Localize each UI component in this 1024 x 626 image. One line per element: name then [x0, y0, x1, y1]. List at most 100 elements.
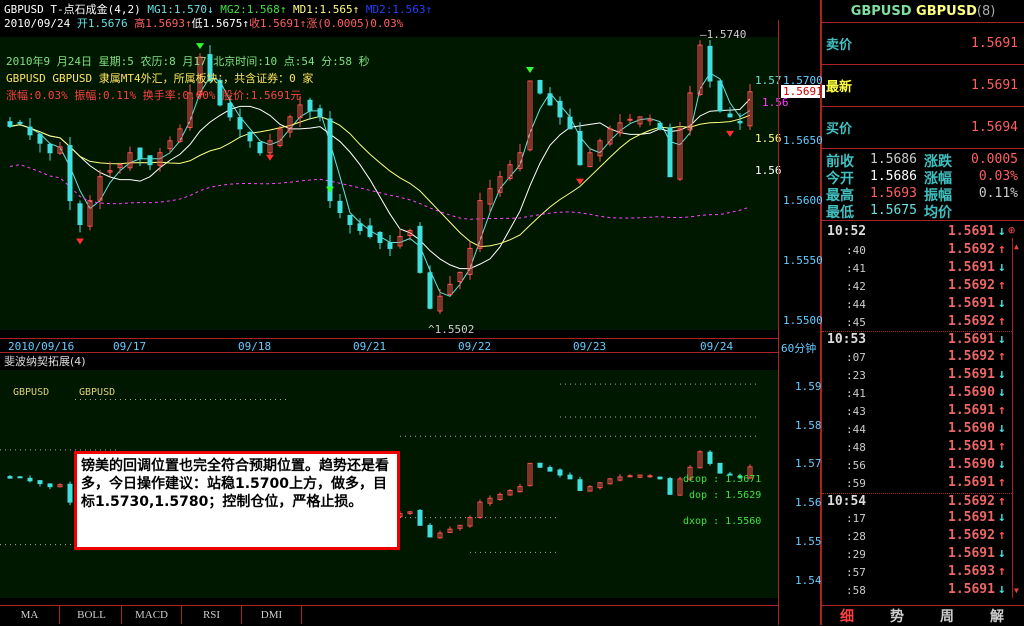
arrow-down-icon: ↓ — [998, 296, 1006, 311]
tick-time: :57 — [846, 566, 866, 579]
buy-signal-marker — [196, 43, 204, 49]
tick-row: :57 1.5693↑ — [822, 564, 1012, 582]
candle-body — [358, 224, 362, 231]
candle-body — [628, 476, 632, 477]
header-item: 低1.5675↑ — [192, 17, 249, 30]
candle-body — [628, 119, 632, 120]
tick-price: 1.5692 — [948, 278, 995, 293]
candle-body — [68, 146, 72, 201]
arrow-up-icon: ↑ — [998, 349, 1006, 364]
high-label: —1.5740 — [700, 28, 746, 41]
price-tick: 1.5650 — [783, 134, 823, 147]
quote-panel: GBPUSD GBPUSD(8) 卖价 1.5691 最新 1.5691 买价 … — [820, 0, 1024, 625]
tick-price: 1.5691 — [948, 224, 995, 239]
datetime-info: 2010年9 月24日 星期:5 农历:8 月17 北京时间:10 点:54 分… — [6, 53, 370, 69]
detail-tab[interactable]: 细 — [840, 606, 854, 626]
period-label[interactable]: 60分钟 — [781, 340, 816, 356]
moving-average-line — [10, 165, 750, 220]
candle-body — [558, 470, 562, 475]
candle-body — [388, 243, 392, 249]
candle-body — [658, 123, 662, 129]
arrow-up-icon: ↑ — [998, 439, 1006, 454]
tab-dmi[interactable]: DMI — [242, 606, 302, 624]
candle-body — [8, 122, 12, 127]
arrow-up-icon: ↑ — [998, 475, 1006, 490]
candle-body — [248, 132, 252, 140]
tab-ma[interactable]: MA — [0, 606, 60, 624]
tab-rsi[interactable]: RSI — [182, 606, 242, 624]
arrow-down-icon: ↓ — [998, 224, 1006, 239]
tick-price: 1.5691 — [948, 403, 995, 418]
arrow-down-icon: ↓ — [998, 385, 1006, 400]
symbol-label-2: GBPUSD — [79, 387, 115, 398]
date-tick: 09/22 — [458, 340, 491, 353]
candle-body — [48, 144, 52, 152]
arrow-up-icon: ↑ — [998, 564, 1006, 579]
tick-price: 1.5691 — [948, 332, 995, 347]
tick-time: :29 — [846, 548, 866, 561]
scroll-up-icon[interactable]: ▲ — [1014, 242, 1019, 251]
tab-macd[interactable]: MACD — [122, 606, 182, 624]
stat-value: 1.5693 — [870, 186, 917, 201]
moving-average-line — [10, 73, 750, 296]
tick-price: 1.5693 — [948, 564, 995, 579]
stat-value: 0.03% — [979, 169, 1018, 184]
price-tick: 1.5500 — [783, 314, 823, 327]
tick-time: :07 — [846, 351, 866, 364]
candle-body — [18, 477, 22, 478]
arrow-down-icon: ↓ — [998, 546, 1006, 561]
tick-time: :17 — [846, 512, 866, 525]
tick-price: 1.5692 — [948, 349, 995, 364]
tick-row: :07 1.5692↑ — [822, 349, 1012, 367]
last-price: 1.5691 — [971, 78, 1018, 93]
arrow-down-icon: ↓ — [998, 421, 1006, 436]
header-item: 涨(0.0005)0.03% — [306, 17, 403, 30]
arrow-down-icon: ↓ — [998, 367, 1006, 382]
stat-label: 最低 — [826, 202, 854, 222]
main-candlestick-chart[interactable]: 2010年9 月24日 星期:5 农历:8 月17 北京时间:10 点:54 分… — [0, 37, 778, 330]
low-label: ^1.5502 — [428, 323, 474, 336]
tick-price: 1.5690 — [948, 421, 995, 436]
tick-price: 1.5691 — [948, 367, 995, 382]
tick-time: :28 — [846, 530, 866, 543]
sell-signal-marker — [76, 239, 84, 245]
stat-value: 1.5675 — [870, 203, 917, 218]
tick-price: 1.5691 — [948, 439, 995, 454]
candle-body — [258, 142, 262, 152]
tick-price: 1.5690 — [948, 385, 995, 400]
detail-tab[interactable]: 周 — [940, 606, 954, 626]
tab-boll[interactable]: BOLL — [62, 606, 122, 624]
analysis-note: 镑美的回调位置也完全符合预期位置。趋势还是看多，今日操作建议：站稳1.5700上… — [74, 451, 400, 550]
candle-body — [38, 134, 42, 143]
sub-price-tick: 1.58 — [795, 419, 822, 432]
candle-body — [648, 476, 652, 477]
dxop-label: dxop : 1.5560 — [683, 516, 761, 527]
header-item: GBPUSD T-点石成金(4,2) — [4, 3, 141, 16]
tick-price: 1.5691 — [948, 582, 995, 597]
tick-time: 10:54 — [827, 494, 866, 509]
detail-tab[interactable]: 势 — [890, 606, 904, 626]
candle-body — [658, 477, 662, 479]
candle-body — [308, 100, 312, 111]
candle-body — [718, 463, 722, 473]
scrollbar[interactable]: ▲ ▼ — [1012, 238, 1024, 598]
detail-tab[interactable]: 解 — [990, 606, 1004, 626]
candle-body — [548, 468, 552, 472]
scroll-down-icon[interactable]: ▼ — [1014, 586, 1019, 595]
arrow-down-icon: ↓ — [998, 510, 1006, 525]
crosshair-icon[interactable]: ⊕ — [1008, 223, 1015, 237]
tick-time: :58 — [846, 584, 866, 597]
tick-time: :23 — [846, 369, 866, 382]
header-item: MD1:1.565↑ — [286, 3, 359, 16]
sub-price-tick: 1.57 — [795, 457, 822, 470]
sub-price-tick: 1.59 — [795, 380, 822, 393]
buy-signal-marker — [326, 187, 334, 193]
tick-price: 1.5691 — [948, 296, 995, 311]
